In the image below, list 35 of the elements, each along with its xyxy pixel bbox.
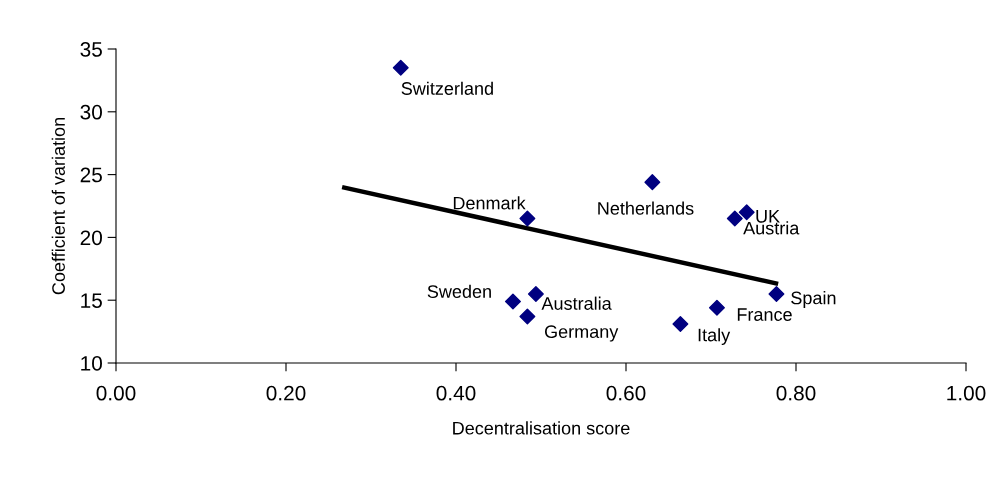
x-tick-label: 1.00 — [947, 385, 986, 401]
annotation: Netherlands — [598, 201, 694, 215]
point — [519, 210, 536, 227]
annotation: Sweden — [427, 284, 491, 298]
point — [672, 316, 689, 333]
point — [708, 299, 725, 316]
point — [392, 59, 409, 76]
x-tick-label: 0.00 — [96, 385, 136, 401]
y-tick-label: 10 — [81, 356, 102, 371]
annotation: France — [737, 308, 792, 321]
y-axis-title: Coefficient of variation — [51, 118, 65, 295]
point — [504, 293, 521, 310]
x-tick-label: 0.80 — [776, 385, 816, 401]
annotation: Denmark — [453, 196, 526, 210]
annotation: Australia — [541, 296, 612, 310]
annotation: Spain — [791, 291, 836, 308]
y-tick-label: 25 — [80, 167, 102, 183]
annotation: Germany — [544, 325, 619, 342]
x-tick-label: 0.60 — [606, 385, 646, 401]
x-tick-label: 0.40 — [436, 385, 476, 401]
point — [726, 210, 743, 227]
x-axis-title: Decentralisation score — [453, 421, 630, 435]
point — [519, 308, 536, 325]
annotation: Austria — [743, 221, 800, 235]
point — [644, 174, 661, 191]
y-tick-label: 30 — [80, 104, 102, 120]
y-tick-label: 15 — [81, 293, 102, 308]
annotation: Italy — [698, 328, 731, 345]
y-tick-label: 20 — [80, 230, 102, 246]
annotation: UK — [756, 210, 780, 223]
y-tick-label: 35 — [80, 42, 102, 57]
point — [768, 285, 785, 302]
x-tick-label: 0.20 — [266, 385, 306, 401]
point — [738, 204, 755, 221]
annotation: Switzerland — [401, 81, 493, 95]
